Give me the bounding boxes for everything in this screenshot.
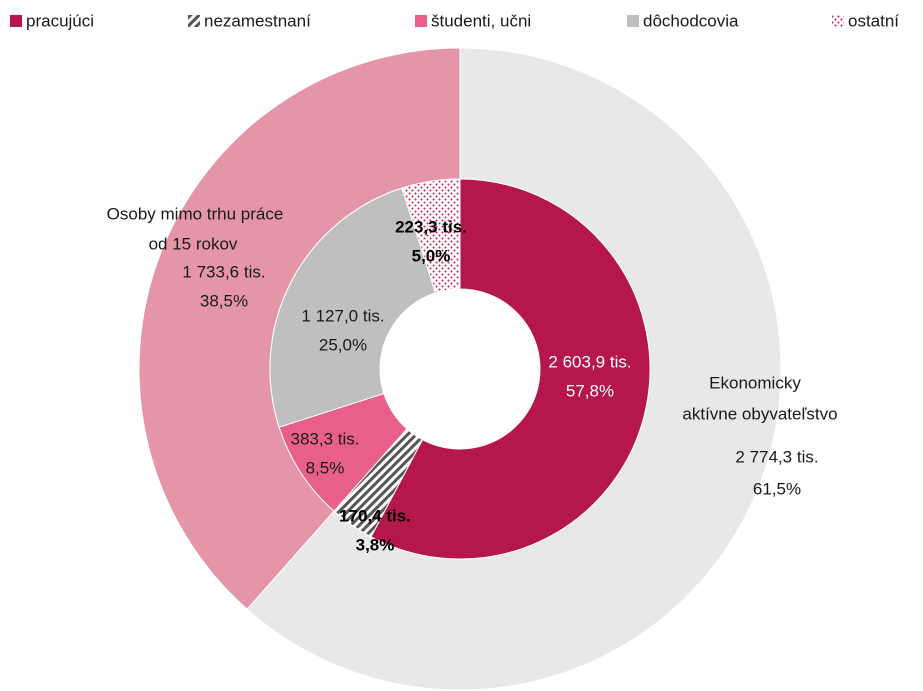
share-label: 25,0% xyxy=(319,335,367,354)
value-label: 1 127,0 tis. xyxy=(301,306,384,325)
legend-label: ostatní xyxy=(848,11,899,30)
legend-label: nezamestnaní xyxy=(204,11,311,30)
value-label: 383,3 tis. xyxy=(291,429,360,448)
segment-name: od 15 rokov xyxy=(149,234,238,253)
donut-segment xyxy=(269,187,437,428)
legend-swatch xyxy=(188,15,200,27)
share-label: 8,5% xyxy=(306,458,345,477)
value-label: 2 774,3 tis. xyxy=(735,447,818,466)
legend-swatch xyxy=(832,15,844,27)
value-label: 1 733,6 tis. xyxy=(182,262,265,281)
value-label: 170,4 tis. xyxy=(339,506,411,525)
share-label: 61,5% xyxy=(753,479,801,498)
segment-name: Ekonomicky xyxy=(709,373,801,392)
legend-swatch xyxy=(415,15,427,27)
donut-segment xyxy=(370,178,651,560)
value-label: 223,3 tis. xyxy=(395,217,467,236)
share-label: 38,5% xyxy=(200,291,248,310)
share-label: 3,8% xyxy=(356,535,395,554)
donut-segment xyxy=(401,178,461,294)
share-label: 57,8% xyxy=(566,381,614,400)
legend-label: pracujúci xyxy=(26,11,94,30)
legend-swatch xyxy=(627,15,639,27)
legend-label: dôchodcovia xyxy=(643,11,739,30)
legend-label: študenti, učni xyxy=(431,11,531,30)
segment-name: aktívne obyvateľstvo xyxy=(682,404,837,423)
value-label: 2 603,9 tis. xyxy=(548,352,631,371)
legend-swatch xyxy=(10,15,22,27)
segment-name: Osoby mimo trhu práce xyxy=(107,204,284,223)
share-label: 5,0% xyxy=(412,246,451,265)
